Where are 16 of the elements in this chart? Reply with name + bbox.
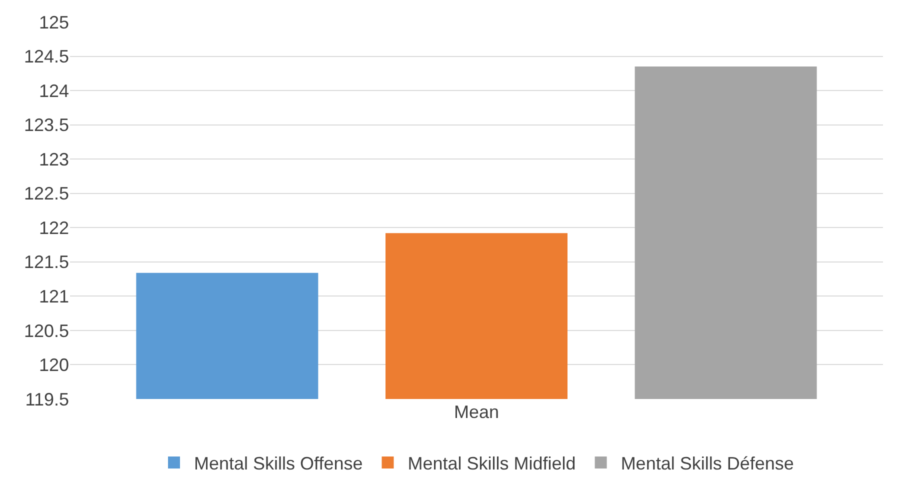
y-tick-label: 124 — [38, 80, 69, 101]
y-tick-label: 122 — [38, 218, 69, 238]
legend-label: Mental Skills Midfield — [408, 453, 576, 474]
legend-label: Mental Skills Offense — [194, 453, 363, 474]
y-tick-label: 125 — [38, 12, 69, 32]
y-tick-label: 120 — [38, 355, 69, 376]
y-tick-label: 122.5 — [24, 184, 69, 204]
x-tick-label: Mean — [454, 402, 500, 422]
y-tick-label: 123 — [38, 149, 69, 170]
y-tick-label: 121.5 — [24, 252, 69, 272]
y-tick-label: 123.5 — [24, 115, 69, 136]
y-tick-label: 124.5 — [24, 46, 69, 67]
legend-label: Mental Skills Défense — [620, 453, 794, 474]
y-tick-label: 119.5 — [25, 389, 69, 410]
y-tick-label: 120.5 — [24, 320, 69, 341]
y-tick-label: 121 — [38, 286, 69, 306]
